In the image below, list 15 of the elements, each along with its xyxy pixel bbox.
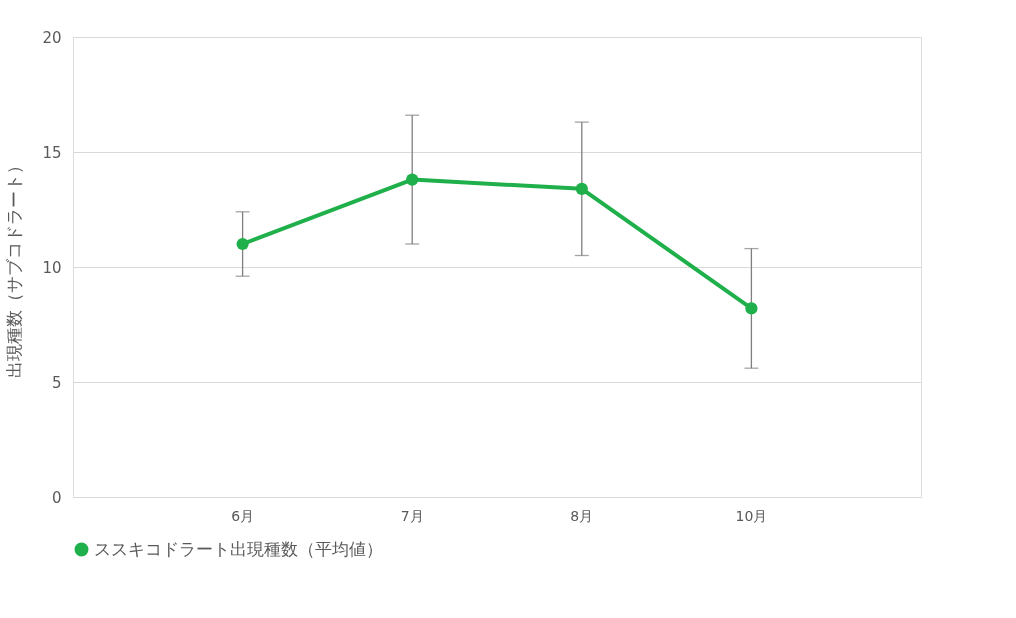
- y-tick-label: 5: [51, 373, 62, 392]
- y-axis-title: 出現種数（サブコドラート）: [4, 157, 25, 378]
- y-tick-label: 15: [42, 143, 62, 162]
- y-tick-label: 20: [42, 28, 62, 47]
- point: [745, 302, 758, 315]
- point: [236, 237, 249, 251]
- point: [406, 173, 419, 186]
- y-tick-label: 0: [51, 488, 62, 507]
- point: [575, 182, 588, 195]
- x-tick-label: 10月: [735, 507, 768, 524]
- legend-label: ススキコドラート出現種数（平均値）: [94, 538, 383, 559]
- x-tick-label: 7月: [400, 507, 424, 524]
- x-tick-label: 6月: [231, 507, 255, 524]
- x-tick-label: 8月: [570, 507, 594, 524]
- y-tick-label: 10: [42, 258, 62, 277]
